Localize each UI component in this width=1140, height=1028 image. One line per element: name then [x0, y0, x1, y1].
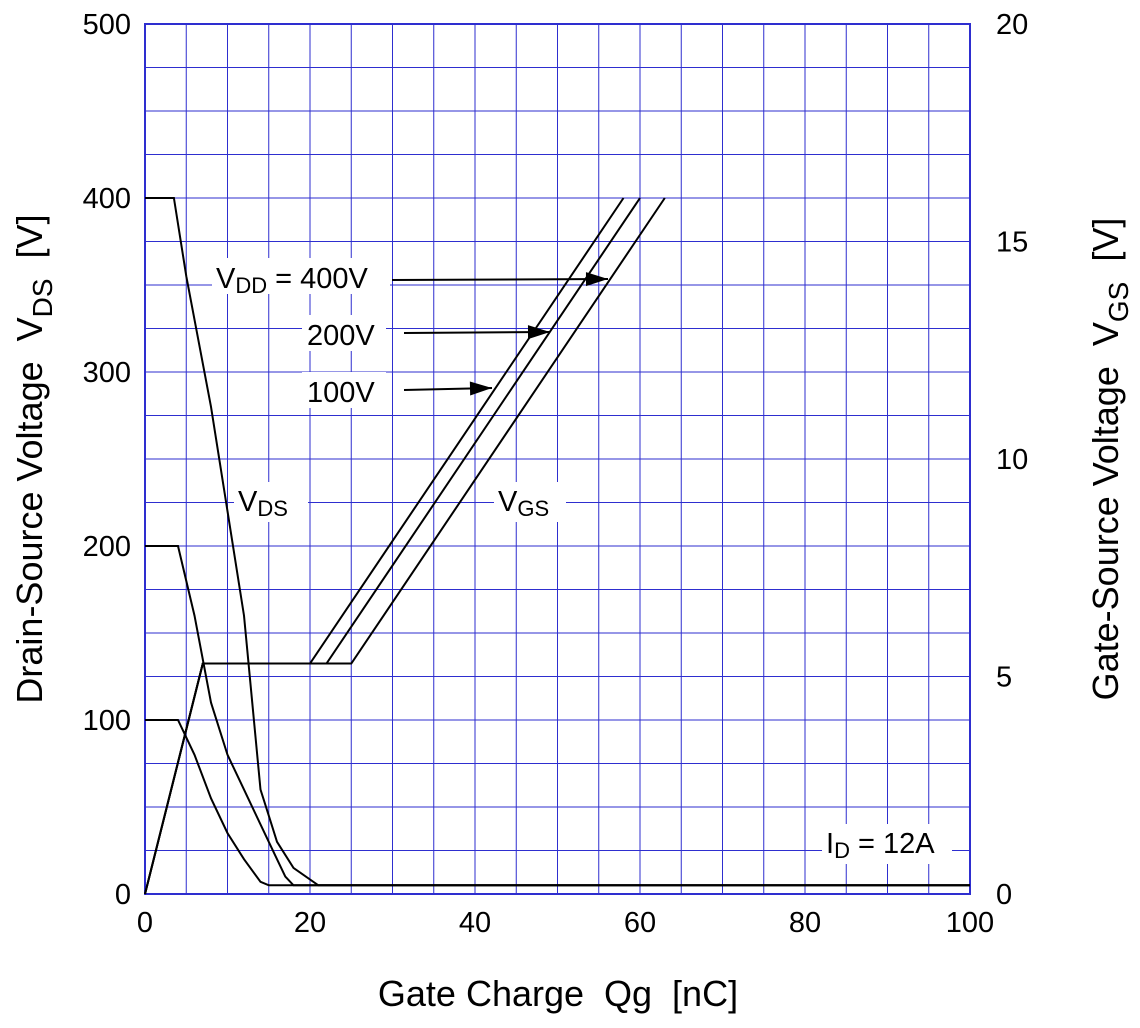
y-left-tick-label: 0 [115, 879, 131, 911]
arrow-200v-head [527, 325, 550, 340]
vds-curve-200v [145, 545, 970, 887]
arrow-200v-shaft [403, 331, 551, 334]
vgs-label: VGS [498, 486, 549, 521]
x-tick-label: 100 [946, 907, 994, 939]
vdd-label-group: VDD = 400V [212, 258, 390, 298]
vdd-label: VDD = 400V [216, 263, 369, 298]
vgs-label-group: VGS [494, 482, 566, 522]
annotations [391, 272, 609, 396]
x-tick-label: 60 [624, 907, 656, 939]
label-200v-group: 200V [302, 315, 386, 352]
y-left-tick-label: 300 [83, 357, 131, 389]
id-label: ID = 12A [826, 828, 935, 863]
x-tick-label: 20 [294, 907, 326, 939]
label-200v: 200V [307, 320, 375, 352]
arrow-400v-head [585, 272, 608, 287]
y-right-tick-label: 0 [996, 879, 1012, 911]
vds-label-group: VDS [234, 482, 308, 522]
x-tick-label: 0 [137, 907, 153, 939]
vds-label-bg [234, 482, 308, 522]
y-right-tick-label: 5 [996, 662, 1012, 694]
y-left-tick-label: 200 [83, 531, 131, 563]
vds-curve-100v [145, 719, 970, 887]
y-right-tick-label: 20 [996, 9, 1028, 41]
y-left-tick-label: 500 [83, 9, 131, 41]
x-tick-label: 40 [459, 907, 491, 939]
plot-frame [144, 23, 971, 895]
y-left-tick-label: 400 [83, 183, 131, 215]
label-100v-bg [302, 372, 386, 408]
y-left-axis-title: Drain-Source Voltage VDS [V] [9, 214, 58, 703]
arrow-400v-shaft [391, 278, 609, 281]
arrow-100v-head [469, 381, 492, 396]
vdd-label-bg [212, 258, 390, 294]
y-right-tick-label: 15 [996, 227, 1028, 259]
vgs-curve-400v [144, 197, 666, 895]
label-100v-group: 100V [302, 372, 386, 409]
y-right-tick-label: 10 [996, 444, 1028, 476]
x-tick-label: 80 [789, 907, 821, 939]
label-100v: 100V [307, 377, 375, 409]
vds-label: VDS [238, 486, 288, 521]
grid [145, 24, 970, 894]
label-200v-bg [302, 315, 386, 351]
vgs-label-bg [494, 482, 566, 522]
id-label-bg [822, 824, 952, 864]
y-right-axis-title: Gate-Source Voltage VGS [V] [1085, 218, 1134, 701]
vds-curve-400v [145, 197, 970, 887]
id-label-group: ID = 12A [822, 824, 952, 864]
y-left-tick-label: 100 [83, 705, 131, 737]
curves [144, 197, 970, 895]
x-axis-title: Gate Charge Qg [nC] [378, 973, 738, 1014]
